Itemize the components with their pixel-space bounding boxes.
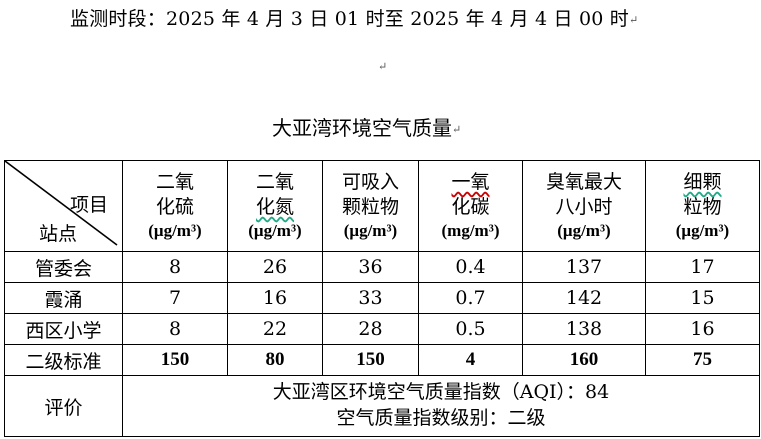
value-cell: 137: [522, 251, 646, 283]
evaluation-text: 大亚湾区环境空气质量指数（AQI）：84 空气质量指数级别：二级: [122, 375, 760, 437]
diagonal-line: [5, 161, 118, 246]
diagonal-header-cell: 项目 站点: [4, 160, 123, 252]
value-cell: 7: [122, 282, 228, 314]
value-cell: 16: [227, 282, 323, 314]
paragraph-mark: ↵: [452, 123, 462, 136]
table-row: 管委会 8 26 36 0.4 137 17: [4, 251, 760, 283]
value-cell: 33: [322, 282, 419, 314]
table-row: 西区小学 8 22 28 0.5 138 16: [4, 313, 760, 345]
item-label: 项目: [69, 194, 108, 216]
value-cell: 16: [645, 313, 760, 345]
header-row: 项目 站点 二氧 化硫 (μg/m³) 二氧 化氮 (μg/m³) 可吸入 颗粒…: [4, 160, 760, 252]
aqi-level-line: 空气质量指数级别：二级: [336, 407, 546, 429]
value-cell: 26: [227, 251, 323, 283]
value-cell: 17: [645, 251, 760, 283]
value-cell: 28: [322, 313, 419, 345]
col-header-no2: 二氧 化氮 (μg/m³): [227, 160, 323, 252]
standard-value: 4: [418, 344, 523, 376]
value-cell: 8: [122, 251, 228, 283]
standard-value: 80: [227, 344, 323, 376]
standard-value: 150: [122, 344, 228, 376]
station-name: 西区小学: [4, 313, 123, 345]
standard-row: 二级标准 150 80 150 4 160 75: [4, 344, 760, 376]
standard-value: 75: [645, 344, 760, 376]
aqi-line: 大亚湾区环境空气质量指数（AQI）：84: [272, 381, 610, 404]
standard-value: 160: [522, 344, 646, 376]
air-quality-table: 项目 站点 二氧 化硫 (μg/m³) 二氧 化氮 (μg/m³) 可吸入 颗粒…: [4, 160, 760, 437]
value-cell: 36: [322, 251, 419, 283]
value-cell: 8: [122, 313, 228, 345]
col-header-pm25: 细颗 粒物 (μg/m³): [645, 160, 760, 252]
paragraph-mark: ↵: [629, 13, 639, 27]
station-name: 管委会: [4, 251, 123, 283]
col-header-co: 一氧 化碳 (mg/m³): [418, 160, 523, 252]
col-header-pm10: 可吸入 颗粒物 (μg/m³): [322, 160, 419, 252]
station-name: 霞涌: [4, 282, 123, 314]
col-header-so2: 二氧 化硫 (μg/m³): [122, 160, 228, 252]
table-title: 大亚湾环境空气质量↵: [272, 116, 462, 140]
value-cell: 138: [522, 313, 646, 345]
col-header-o3: 臭氧最大 八小时 (μg/m³): [522, 160, 646, 252]
value-cell: 0.5: [418, 313, 523, 345]
value-cell: 0.7: [418, 282, 523, 314]
value-cell: 22: [227, 313, 323, 345]
value-cell: 0.4: [418, 251, 523, 283]
empty-paragraph-mark: ↵: [378, 60, 388, 73]
standard-label: 二级标准: [4, 344, 123, 376]
value-cell: 15: [645, 282, 760, 314]
evaluation-label: 评价: [4, 375, 123, 437]
station-label: 站点: [39, 223, 78, 246]
table-row: 霞涌 7 16 33 0.7 142 15: [4, 282, 760, 314]
evaluation-row: 评价 大亚湾区环境空气质量指数（AQI）：84 空气质量指数级别：二级: [4, 375, 760, 437]
monitoring-period: 监测时段：2025 年 4 月 3 日 01 时至 2025 年 4 月 4 日…: [70, 8, 639, 30]
value-cell: 142: [522, 282, 646, 314]
standard-value: 150: [322, 344, 419, 376]
